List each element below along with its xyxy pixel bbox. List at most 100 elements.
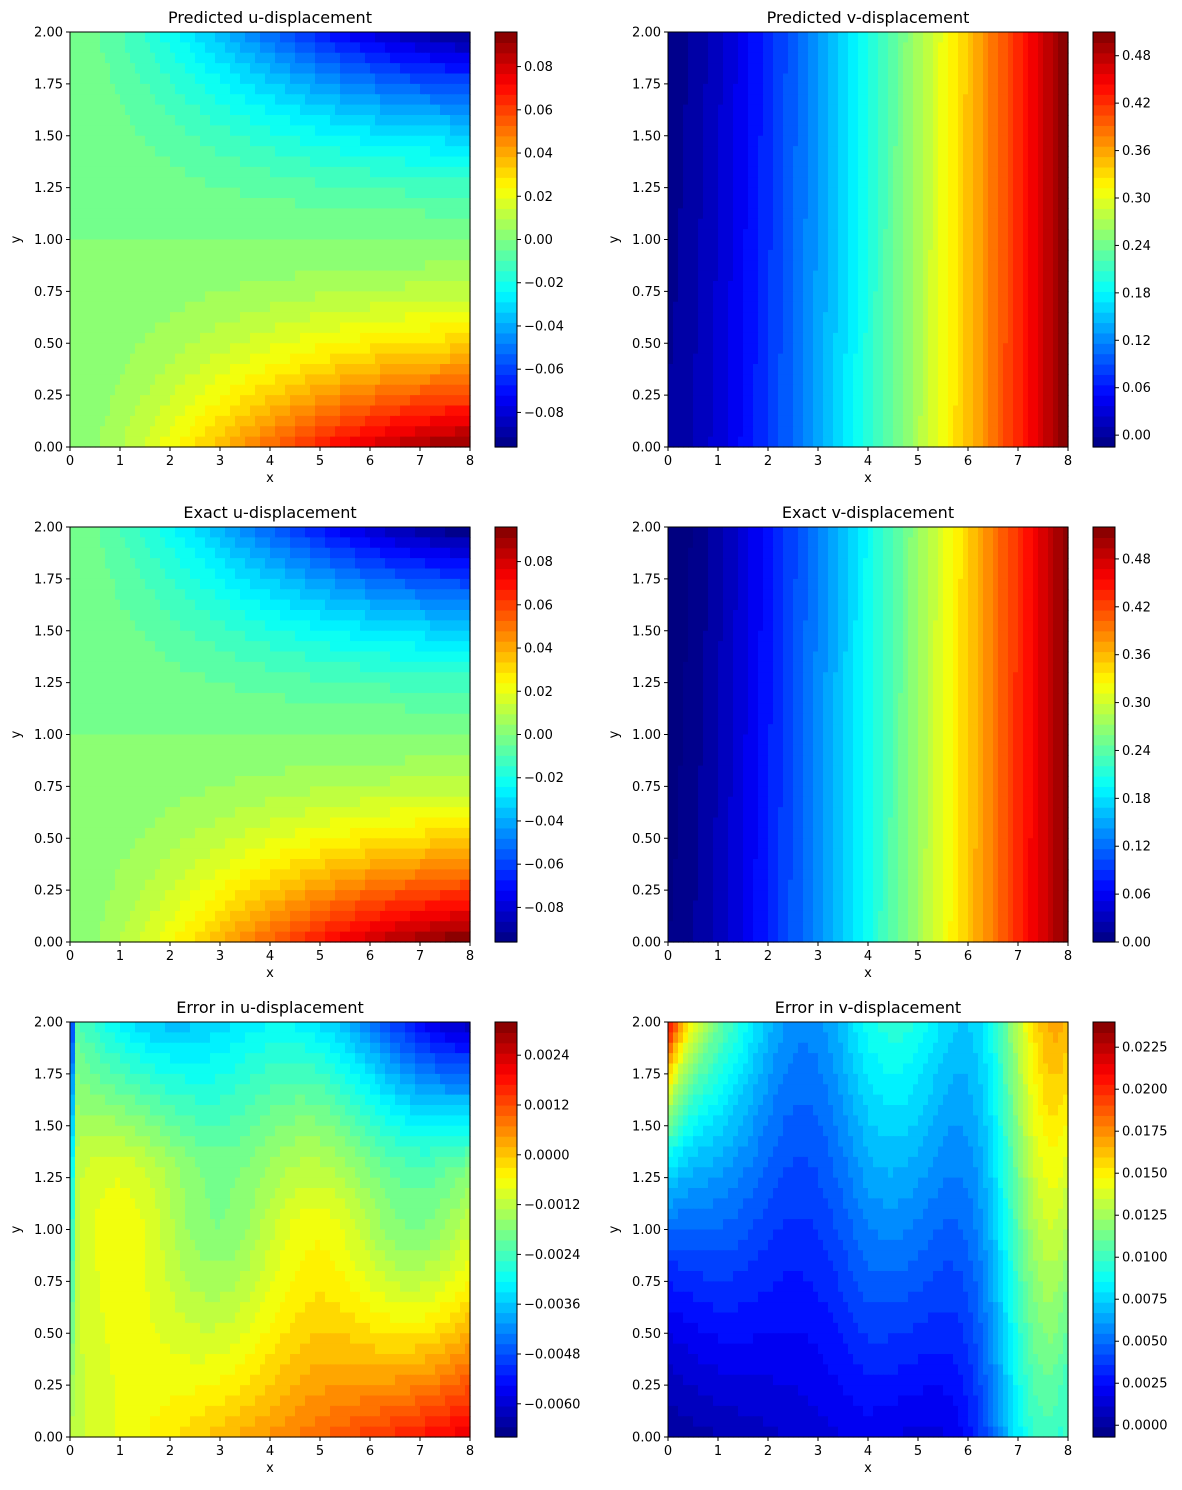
heat-cell — [320, 332, 326, 344]
heat-cell — [913, 73, 919, 85]
heat-cell — [325, 229, 331, 241]
heat-cell — [70, 343, 76, 355]
heat-cell — [963, 83, 969, 95]
heat-cell — [295, 104, 301, 116]
heat-cell — [340, 395, 346, 407]
heat-cell — [315, 218, 321, 230]
heat-cell — [105, 415, 111, 427]
heat-cell — [370, 332, 376, 344]
heat-cell — [1053, 32, 1059, 43]
heat-cell — [703, 83, 709, 95]
heat-cell — [798, 198, 804, 209]
heat-cell — [135, 166, 141, 178]
heat-cell — [430, 156, 436, 168]
heat-cell — [410, 229, 416, 241]
heat-cell — [160, 135, 166, 147]
heat-cell — [375, 73, 381, 85]
heat-cell — [983, 135, 989, 147]
heat-cell — [80, 104, 86, 116]
heat-cell — [240, 73, 246, 85]
heat-cell — [778, 146, 784, 158]
heat-cell — [828, 218, 834, 230]
heat-cell — [460, 218, 466, 230]
heat-cell — [230, 332, 236, 344]
heat-cell — [370, 291, 376, 303]
heat-cell — [305, 166, 311, 178]
heat-cell — [873, 42, 879, 54]
heat-cell — [425, 83, 431, 95]
heat-cell — [818, 135, 824, 147]
heat-cell — [395, 322, 401, 334]
heat-cell — [120, 63, 126, 75]
heat-cell — [375, 270, 381, 282]
heat-cell — [918, 146, 924, 158]
heat-cell — [445, 364, 451, 375]
heat-cell — [260, 32, 266, 43]
heat-cell — [105, 343, 111, 355]
heat-cell — [155, 426, 161, 438]
heat-cell — [858, 94, 864, 106]
heat-cell — [345, 291, 351, 303]
heat-cell — [898, 52, 904, 64]
heat-cell — [440, 187, 446, 199]
heat-cell — [300, 374, 306, 386]
heat-cell — [713, 249, 719, 261]
heat-cell — [943, 177, 949, 189]
x-tick-label: 4 — [266, 454, 274, 469]
heat-cell — [265, 198, 271, 209]
heat-cell — [265, 312, 271, 324]
heat-cell — [878, 166, 884, 178]
heat-cell — [310, 312, 316, 324]
heat-cell — [180, 94, 186, 106]
heat-cell — [793, 156, 799, 168]
heat-cell — [863, 156, 869, 168]
heat-cell — [435, 218, 441, 230]
heat-cell — [155, 229, 161, 241]
heat-cell — [375, 343, 381, 355]
heat-cell — [400, 322, 406, 334]
heat-cell — [993, 156, 999, 168]
heat-cell — [235, 63, 241, 75]
heat-cell — [75, 384, 81, 396]
heat-cell — [130, 63, 136, 75]
heat-cell — [440, 291, 446, 303]
heat-cell — [918, 135, 924, 147]
heat-cell — [1053, 104, 1059, 116]
heat-cell — [963, 135, 969, 147]
heat-cell — [783, 94, 789, 106]
heat-cell — [215, 281, 221, 292]
heat-cell — [1013, 104, 1019, 116]
heat-cell — [893, 135, 899, 147]
heat-cell — [938, 198, 944, 209]
heat-cell — [893, 104, 899, 116]
heat-cell — [95, 166, 101, 178]
heat-cell — [400, 135, 406, 147]
heat-cell — [215, 395, 221, 407]
heat-cell — [290, 343, 296, 355]
heat-cell — [180, 301, 186, 313]
heat-cell — [440, 343, 446, 355]
heat-cell — [110, 73, 116, 85]
heat-cell — [853, 32, 859, 43]
heat-cell — [120, 104, 126, 116]
heat-cell — [993, 104, 999, 116]
heat-cell — [1038, 187, 1044, 199]
heat-cell — [310, 187, 316, 199]
heat-cell — [1008, 187, 1014, 199]
heat-cell — [185, 187, 191, 199]
heat-cell — [220, 405, 226, 417]
heat-cell — [290, 218, 296, 230]
heat-cell — [998, 94, 1004, 106]
heat-cell — [678, 135, 684, 147]
heat-cell — [853, 125, 859, 137]
heat-cell — [1003, 63, 1009, 75]
heat-cell — [110, 229, 116, 241]
heat-cell — [405, 312, 411, 324]
heat-cell — [325, 395, 331, 407]
heat-cell — [115, 395, 121, 407]
heat-cell — [998, 229, 1004, 241]
heat-cell — [210, 32, 216, 43]
heat-cell — [165, 343, 171, 355]
heat-cell — [260, 198, 266, 209]
heat-cell — [345, 63, 351, 75]
